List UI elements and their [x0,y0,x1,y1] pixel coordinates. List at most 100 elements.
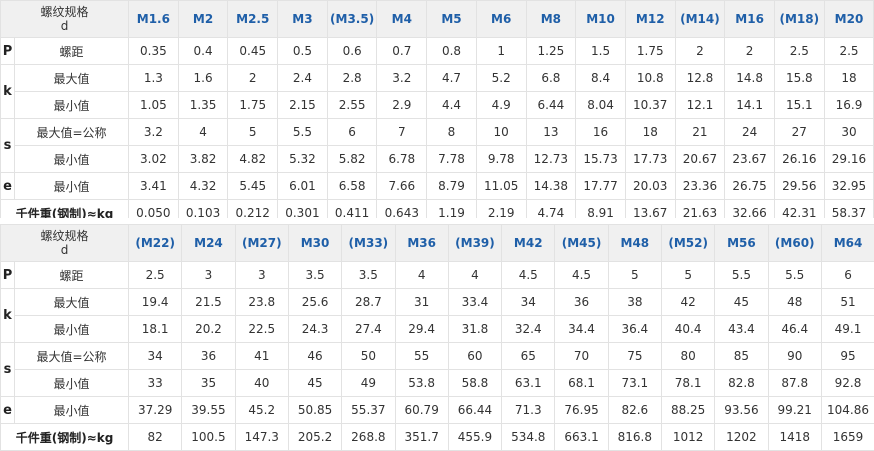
table-cell: 31 [395,289,448,316]
table-cell: 14.1 [725,92,775,119]
table-cell: 88.25 [661,397,714,424]
table-cell: 55 [395,343,448,370]
table-cell: 5.82 [327,146,377,173]
thread-size-header: (M39) [448,225,501,262]
thread-size-header: M30 [288,225,341,262]
table-cell: 18.1 [129,316,182,343]
symbol-k: k [1,289,15,343]
table-cell: 18 [824,65,874,92]
table-cell: 4.5 [502,262,555,289]
table-cell: 663.1 [555,424,608,451]
table-cell: 87.8 [768,370,821,397]
table-cell: 5.5 [278,119,328,146]
table-cell: 8.4 [576,65,626,92]
row-label: 最小值 [15,370,129,397]
table-cell: 80 [661,343,714,370]
table-cell: 1.05 [129,92,179,119]
table-cell: 5 [608,262,661,289]
table-cell: 1.25 [526,38,576,65]
table-cell: 534.8 [502,424,555,451]
symbol-e: e [1,397,15,424]
row-label: 螺距 [15,38,129,65]
table-cell: 99.21 [768,397,821,424]
table-cell: 1.35 [178,92,228,119]
table-cell: 50 [342,343,395,370]
table-cell: 2.15 [278,92,328,119]
thread-size-header: M1.6 [129,1,179,38]
table-cell: 6 [821,262,874,289]
thread-size-header: M20 [824,1,874,38]
table-cell: 8.04 [576,92,626,119]
table-cell: 14.8 [725,65,775,92]
thread-size-header: M8 [526,1,576,38]
table-cell: 51 [821,289,874,316]
table-cell: 268.8 [342,424,395,451]
symbol-s: s [1,119,15,173]
table-cell: 29.4 [395,316,448,343]
table-cell: 4.5 [555,262,608,289]
table-cell: 42 [661,289,714,316]
table-cell: 2.5 [129,262,182,289]
table-cell: 1202 [715,424,768,451]
table-cell: 4 [395,262,448,289]
table-cell: 34 [502,289,555,316]
spec-label-line2: d [1,243,128,257]
table-cell: 82.6 [608,397,661,424]
table-cell: 0.35 [129,38,179,65]
table-cell: 93.56 [715,397,768,424]
table-cell: 2 [675,38,725,65]
table-cell: 24.3 [288,316,341,343]
table-cell: 18 [625,119,675,146]
table-cell: 5.32 [278,146,328,173]
symbol-p: P [1,38,15,65]
table-cell: 16.9 [824,92,874,119]
thread-size-header: (M52) [661,225,714,262]
table-cell: 3.82 [178,146,228,173]
table-cell: 15.73 [576,146,626,173]
table-cell: 12.1 [675,92,725,119]
table-cell: 32.4 [502,316,555,343]
row-label: 最小值 [15,146,129,173]
table-cell: 10.8 [625,65,675,92]
row-label: 最小值 [15,316,129,343]
row-label: 最小值 [15,92,129,119]
weight-label: 千件重(钢制)≈kg [1,424,129,451]
table-cell: 4 [448,262,501,289]
table-cell: 32.95 [824,173,874,200]
row-label: 最大值=公称 [15,343,129,370]
table-cell: 1012 [661,424,714,451]
table-cell: 29.56 [774,173,824,200]
table-cell: 36.4 [608,316,661,343]
table-cell: 1.6 [178,65,228,92]
spec-label-line2: d [1,19,128,33]
table-cell: 14.38 [526,173,576,200]
row-label: 最大值=公称 [15,119,129,146]
table-cell: 5.45 [228,173,278,200]
table-cell: 9.78 [476,146,526,173]
thread-size-header: (M18) [774,1,824,38]
table-cell: 351.7 [395,424,448,451]
table-cell: 40.4 [661,316,714,343]
table-cell: 37.29 [129,397,182,424]
table-cell: 1659 [821,424,874,451]
thread-size-header: (M14) [675,1,725,38]
table-cell: 10 [476,119,526,146]
table-cell: 2 [725,38,775,65]
table-cell: 22.5 [235,316,288,343]
table-cell: 1.5 [576,38,626,65]
table-cell: 7 [377,119,427,146]
table-cell: 38 [608,289,661,316]
table-cell: 1418 [768,424,821,451]
table-cell: 85 [715,343,768,370]
table-cell: 28.7 [342,289,395,316]
table-cell: 17.73 [625,146,675,173]
